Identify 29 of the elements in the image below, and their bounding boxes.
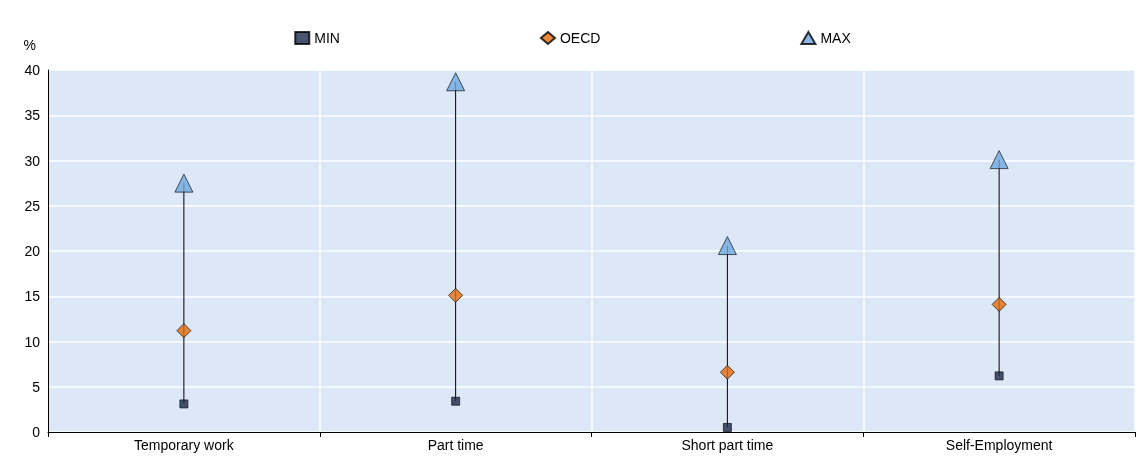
x-tick-label: Self-Employment <box>945 437 1053 453</box>
y-tick-label: 0 <box>32 424 41 440</box>
point <box>446 72 466 92</box>
legend-label: OECD <box>559 30 601 46</box>
point <box>174 173 194 193</box>
y-axis-title: % <box>23 37 36 53</box>
y-tick-label: 5 <box>32 378 41 395</box>
y-tick-label: 30 <box>24 152 41 169</box>
y-tick-label: 40 <box>24 62 41 78</box>
point <box>176 323 192 339</box>
y-tick-label: 35 <box>24 107 41 124</box>
legend-label: MIN <box>314 30 340 46</box>
point <box>994 371 1004 381</box>
x-tick-label: Part time <box>427 437 484 453</box>
point <box>722 423 732 432</box>
point <box>448 287 464 303</box>
legend-label: MAX <box>820 30 852 46</box>
point <box>719 364 735 380</box>
point <box>989 150 1009 169</box>
point <box>179 399 189 409</box>
x-tick-label: Short part time <box>681 437 774 453</box>
x-tick-label: Temporary work <box>134 437 235 453</box>
point <box>991 296 1007 312</box>
y-tick-label: 20 <box>24 243 41 259</box>
y-tick-label: 10 <box>24 333 41 350</box>
point <box>451 396 461 406</box>
y-tick-label: 25 <box>24 197 41 214</box>
y-tick-label: 15 <box>24 288 41 305</box>
point <box>717 236 737 255</box>
